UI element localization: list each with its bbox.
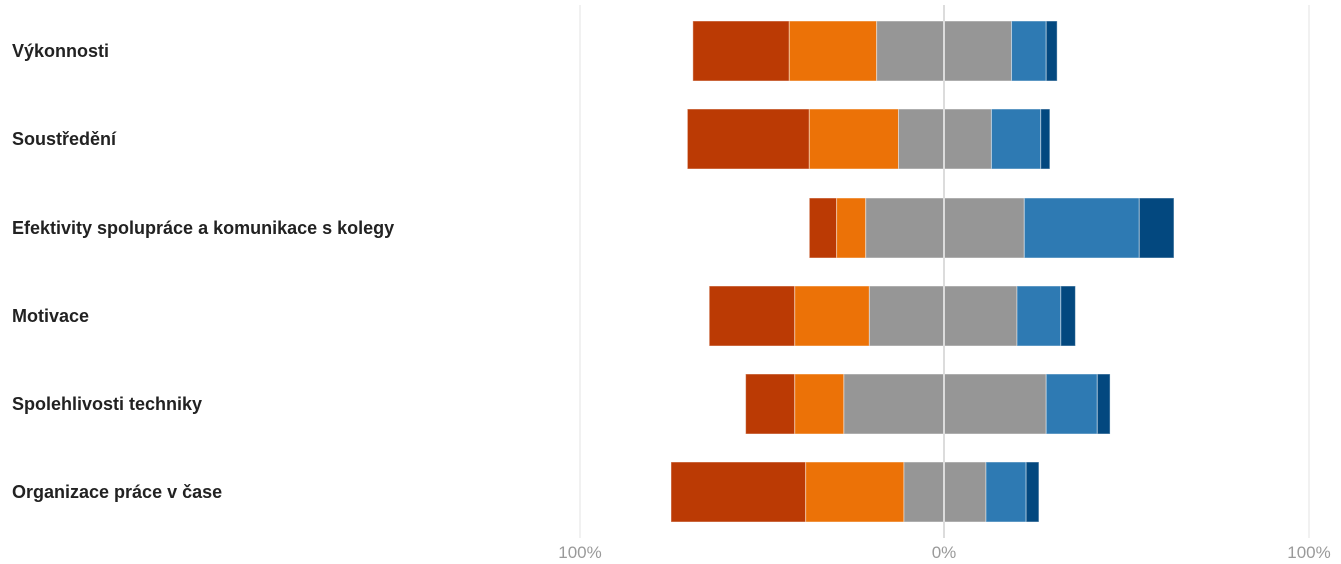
category-label: Motivace [12,306,89,326]
bar-segment [745,373,796,435]
category-label: Výkonnosti [12,41,109,61]
category-label: Spolehlivosti techniky [12,394,202,414]
bar-segment [1045,20,1058,82]
category-label: Efektivity spolupráce a komunikace s kol… [12,218,394,238]
category-labels: Výkonnosti Soustředění Efektivity spoluprá… [12,41,394,502]
bar-segment [898,108,945,170]
bar-segment [1096,373,1111,435]
bar-segment [794,285,870,347]
bar-segment [943,20,1013,82]
bar-segment [708,285,796,347]
bars [670,20,1175,523]
bar-segment [1011,20,1047,82]
x-tick-label: 0% [932,543,957,562]
bar-segment [903,461,945,523]
category-label: Soustředění [12,129,117,149]
bar-segment [943,461,987,523]
bar-segment [686,108,810,170]
bar-segment [692,20,790,82]
grid-lines [579,5,1310,538]
bar-segment [1045,373,1098,435]
bar-segment [805,461,905,523]
bar-segment [1040,108,1051,170]
bar-segment [836,197,867,259]
bar-segment [788,20,878,82]
bar-segment [943,197,1025,259]
bar-segment [990,108,1042,170]
bar-segment [1016,285,1062,347]
bar-segment [868,285,945,347]
x-axis-ticks: 100% 0% 100% [558,543,1330,562]
category-label: Organizace práce v čase [12,482,222,502]
x-tick-label: 100% [1287,543,1330,562]
bar-segment [1025,461,1040,523]
bar-segment [943,285,1018,347]
bar-segment [1060,285,1076,347]
bar-segment [794,373,845,435]
bar-segment [843,373,945,435]
bar-segment [865,197,945,259]
bar-segment [1138,197,1175,259]
bar-segment [943,373,1047,435]
bar-segment [808,197,838,259]
bar-segment [943,108,992,170]
bar-segment [1023,197,1140,259]
bar-segment [876,20,945,82]
bar-segment [985,461,1027,523]
x-tick-label: 100% [558,543,601,562]
bar-segment [670,461,807,523]
bar-segment [808,108,900,170]
